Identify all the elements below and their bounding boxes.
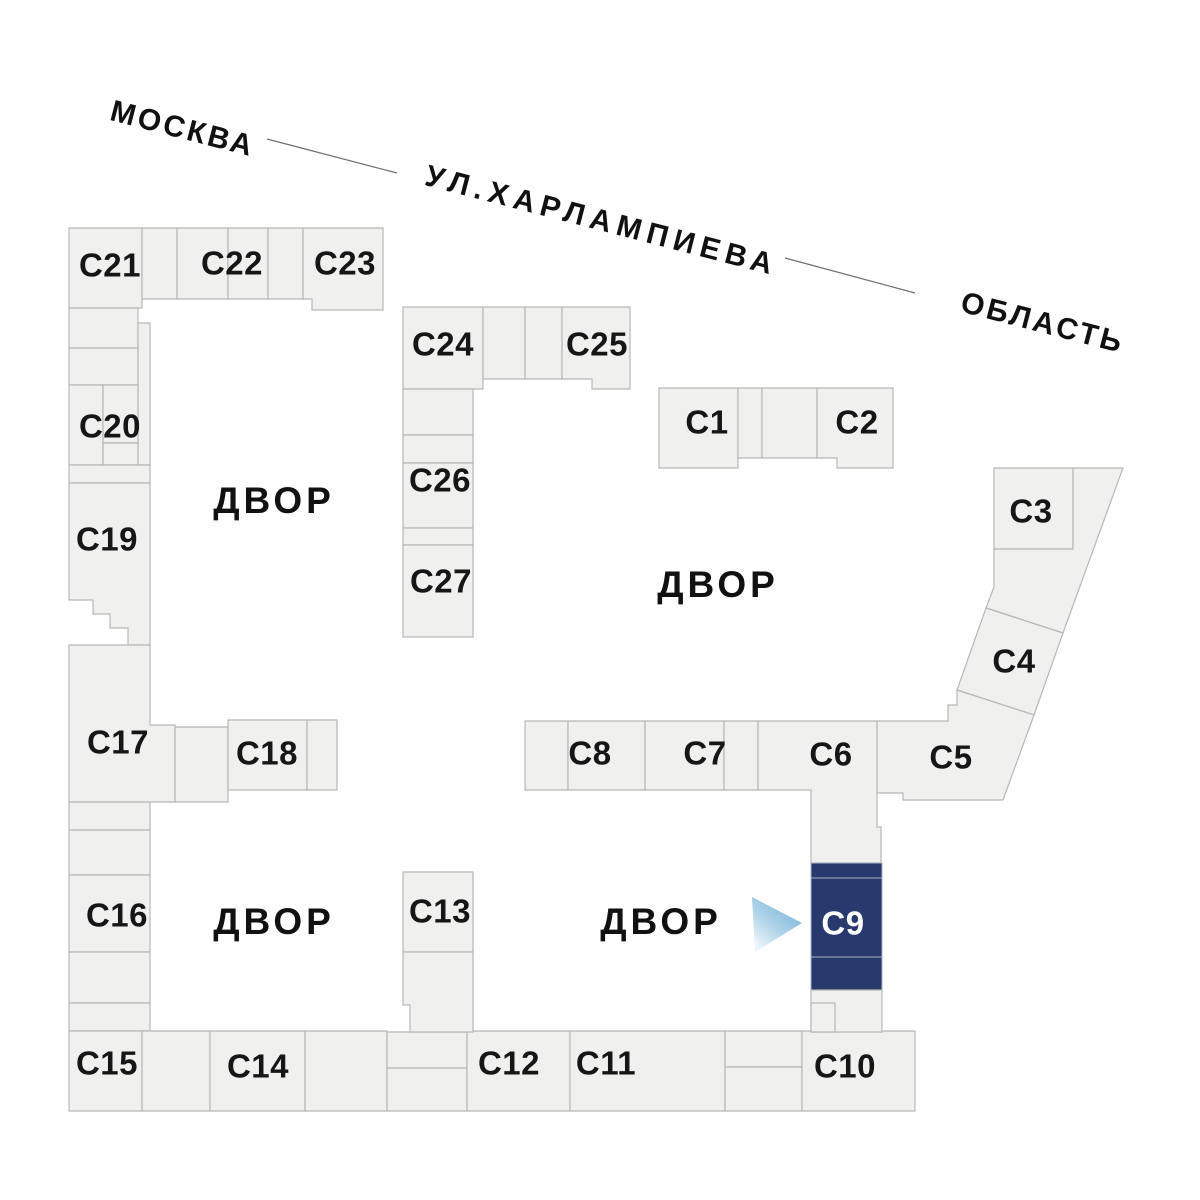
building-c24-label: С24 <box>412 326 474 363</box>
building-section <box>724 1030 803 1068</box>
building-c25-label: С25 <box>566 326 628 363</box>
building-c19-section[interactable] <box>68 482 151 646</box>
building-c17-label: С17 <box>87 724 149 761</box>
building-c13-label: С13 <box>409 893 471 930</box>
building-section <box>68 829 151 876</box>
building-c9-highlighted-section[interactable] <box>810 956 883 991</box>
building-c21-label: С21 <box>79 247 141 284</box>
building-section <box>723 720 759 791</box>
building-section <box>304 1030 388 1112</box>
building-c24-section[interactable] <box>402 306 484 390</box>
building-c1-section[interactable] <box>658 387 739 469</box>
building-c21-section[interactable] <box>68 227 143 309</box>
building-c14-label: С14 <box>227 1048 289 1085</box>
building-section <box>402 434 474 464</box>
building-c6-label: С6 <box>809 736 852 773</box>
building-section <box>68 951 151 1004</box>
building-c27-section[interactable] <box>402 544 474 638</box>
building-c22-label: С22 <box>201 245 263 282</box>
building-c9-highlighted-section[interactable] <box>810 862 883 879</box>
courtyard-label-bottom-left: ДВОР <box>213 901 335 942</box>
building-section <box>737 387 763 459</box>
building-c15-label: С15 <box>76 1045 138 1082</box>
building-section <box>386 1031 468 1069</box>
building-section <box>402 388 474 436</box>
region-label: ОБЛАСТЬ <box>957 286 1128 360</box>
building-c23-section[interactable] <box>302 227 384 311</box>
building-section <box>174 726 229 803</box>
building-c3-label: С3 <box>1009 493 1052 530</box>
building-c7-label: С7 <box>683 735 726 772</box>
building-c19-label: С19 <box>76 521 138 558</box>
building-c25-section[interactable] <box>561 306 631 390</box>
street-divider-line <box>266 138 398 174</box>
building-c11-label: С11 <box>576 1045 636 1082</box>
building-section <box>524 720 569 791</box>
building-section <box>68 347 139 386</box>
building-section <box>724 1066 803 1112</box>
building-c10-label: С10 <box>814 1048 876 1085</box>
building-section <box>141 227 178 300</box>
building-c2-section[interactable] <box>816 387 894 469</box>
building-c8-label: С8 <box>568 735 611 772</box>
building-section <box>761 387 818 459</box>
building-c27-label: С27 <box>410 563 472 600</box>
building-c26-label: С26 <box>409 462 471 499</box>
building-section <box>141 1030 211 1112</box>
selected-building-arrow-icon <box>752 897 802 952</box>
building-c5-label: С5 <box>929 739 972 776</box>
building-c1-label: С1 <box>685 404 728 441</box>
city-label: МОСКВА <box>107 94 259 163</box>
courtyard-label-top-left: ДВОР <box>213 480 335 521</box>
building-section <box>68 307 139 349</box>
building-c4-label: С4 <box>992 643 1035 680</box>
building-c9-label: С9 <box>821 905 864 942</box>
building-c18-label: С18 <box>236 735 298 772</box>
building-section <box>482 306 526 380</box>
building-c5-section[interactable] <box>876 689 1035 801</box>
street-divider-line <box>784 257 916 294</box>
building-section <box>68 801 151 831</box>
building-section <box>402 527 474 546</box>
building-section <box>306 719 338 791</box>
building-section <box>810 1002 836 1033</box>
building-c20-label: С20 <box>79 408 141 445</box>
courtyard-label-center: ДВОР <box>657 564 779 605</box>
building-section <box>68 1002 151 1032</box>
building-section <box>386 1067 468 1112</box>
building-section <box>985 467 1124 634</box>
building-c2-label: С2 <box>835 404 878 441</box>
street-name-label: УЛ.ХАРЛАМПИЕВА <box>422 160 782 283</box>
building-c13-section[interactable] <box>402 951 474 1033</box>
building-c12-label: С12 <box>478 1045 540 1082</box>
courtyard-label-bottom-center: ДВОР <box>600 901 722 942</box>
building-c20-section[interactable] <box>102 442 139 466</box>
building-section <box>524 306 563 380</box>
building-section <box>68 464 151 484</box>
building-c16-label: С16 <box>86 897 148 934</box>
courtyard-labels: ДВОР ДВОР ДВОР ДВОР <box>213 480 779 942</box>
building-section <box>267 227 304 300</box>
building-c23-label: С23 <box>314 245 376 282</box>
